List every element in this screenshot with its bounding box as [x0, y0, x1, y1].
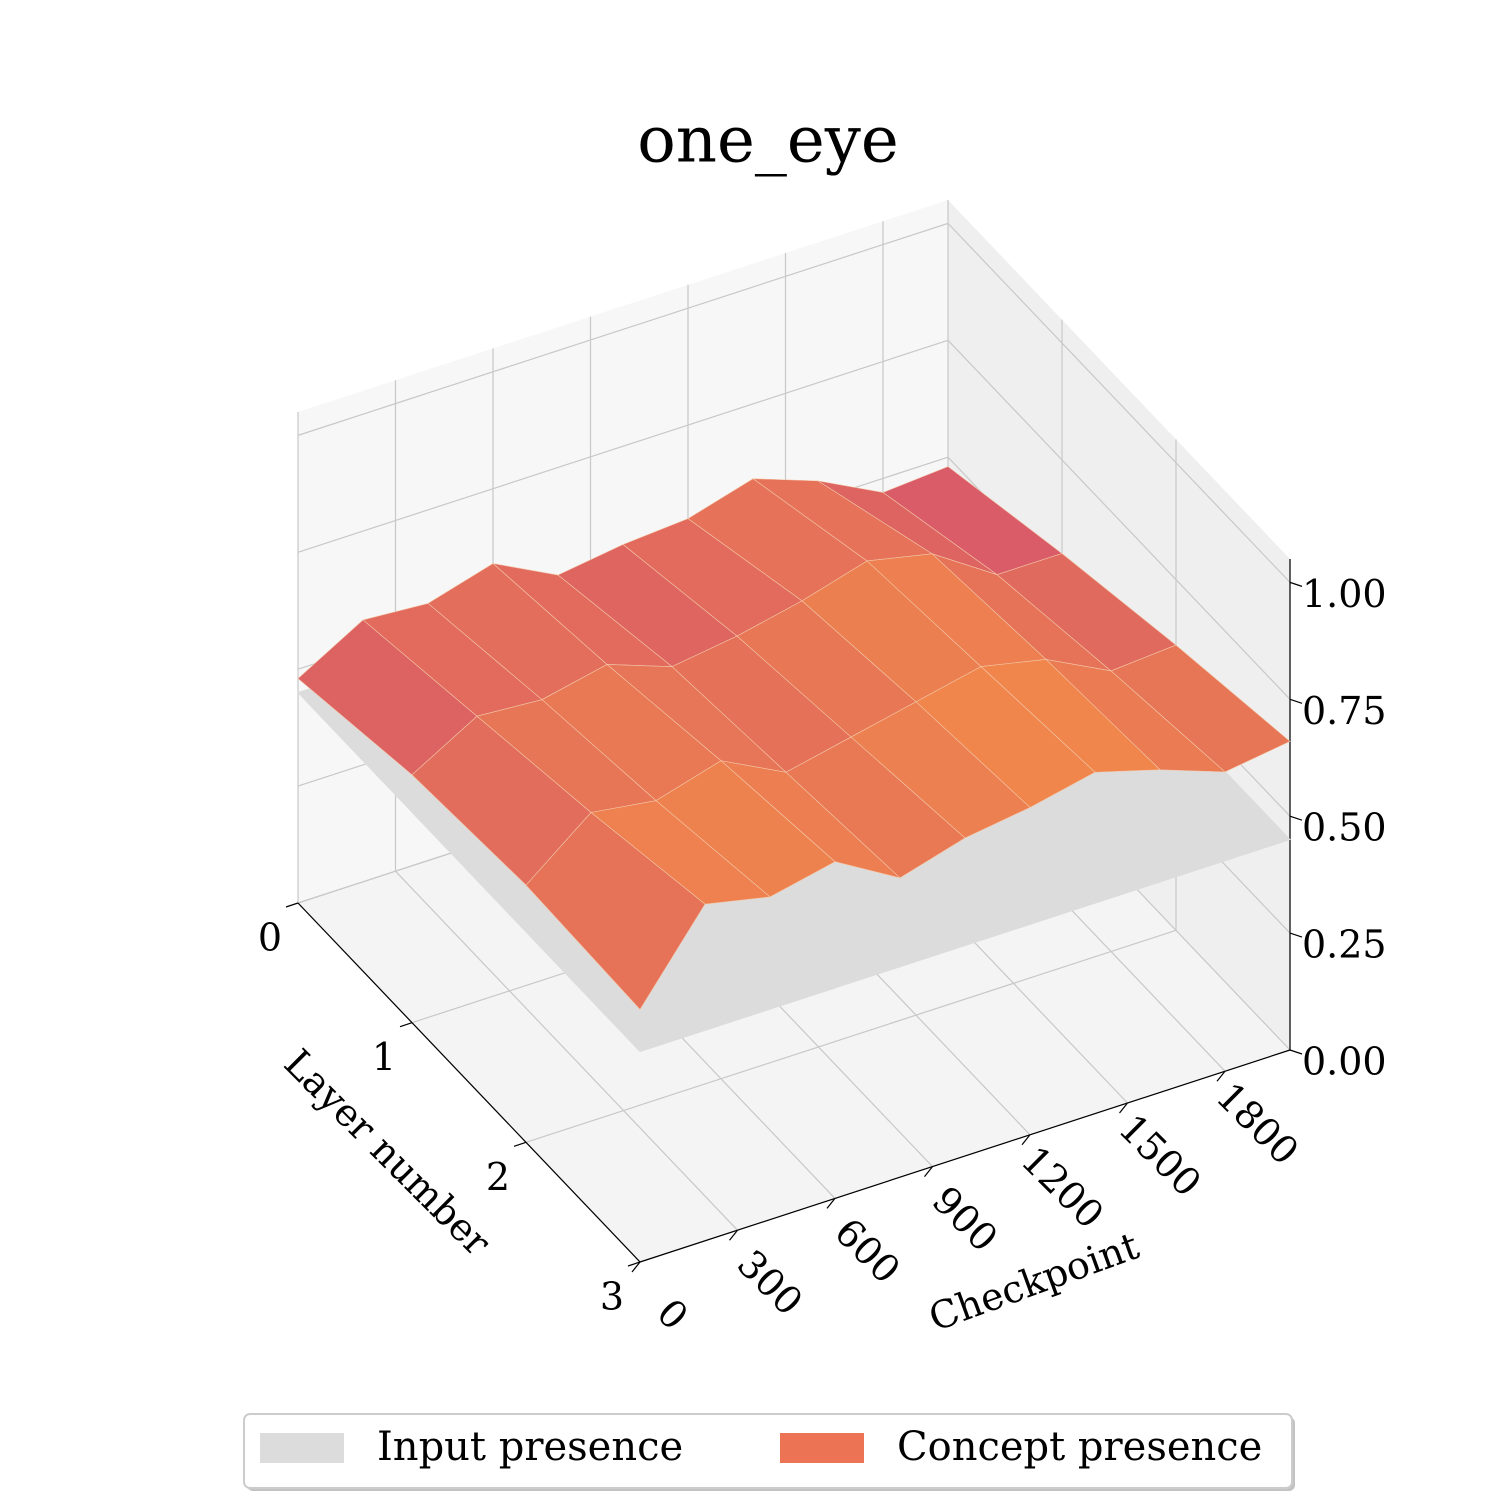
tick-mark: [1289, 815, 1303, 821]
y-tick-label: 3: [600, 1275, 624, 1319]
z-tick-label: 0.75: [1302, 689, 1387, 733]
tick-mark: [627, 1261, 641, 1267]
tick-mark: [1289, 698, 1303, 704]
y-tick-label: 0: [258, 916, 282, 960]
z-tick-label: 1.00: [1302, 572, 1387, 616]
y-axis-line: [297, 902, 641, 1263]
legend-label: Concept presence: [897, 1424, 1262, 1470]
tick-mark: [1021, 1134, 1031, 1146]
tick-mark: [399, 1022, 413, 1028]
legend-box: [243, 1413, 1293, 1489]
grid-line: [297, 222, 949, 436]
tick-mark: [1119, 1102, 1128, 1114]
z-tick-label: 0.50: [1302, 806, 1387, 850]
tick-mark: [631, 1261, 641, 1273]
tick-mark: [1289, 932, 1303, 938]
grid-line: [395, 870, 738, 1231]
z-tick-label: 0.00: [1302, 1040, 1387, 1084]
z-tick-label: 0.25: [1302, 923, 1387, 967]
tick-mark: [1289, 1049, 1303, 1055]
legend: Input presence Concept presence: [243, 1413, 1295, 1491]
tick-mark: [285, 902, 299, 908]
grid-line: [297, 339, 949, 553]
grid-line: [947, 222, 1291, 583]
tick-mark: [826, 1198, 836, 1209]
tick-mark: [513, 1141, 527, 1147]
y-tick-label: 2: [486, 1155, 510, 1199]
tick-mark: [729, 1229, 738, 1241]
tick-mark: [1289, 581, 1303, 587]
tick-mark: [924, 1166, 933, 1177]
legend-label: Input presence: [377, 1424, 683, 1470]
legend-swatch: [780, 1433, 864, 1463]
x-axis-line: [639, 1049, 1291, 1263]
plot-3d: 0 300 600 900 12001500180001230.000.250.500.…: [258, 200, 1387, 1339]
grid-line: [947, 339, 1291, 700]
grid-line: [525, 929, 1177, 1143]
concept-surface-face: [525, 812, 706, 1010]
chart-title: one_eye: [637, 104, 899, 178]
y-tick-label: 1: [372, 1035, 396, 1079]
tick-mark: [1216, 1070, 1226, 1082]
legend-swatch: [260, 1433, 344, 1463]
